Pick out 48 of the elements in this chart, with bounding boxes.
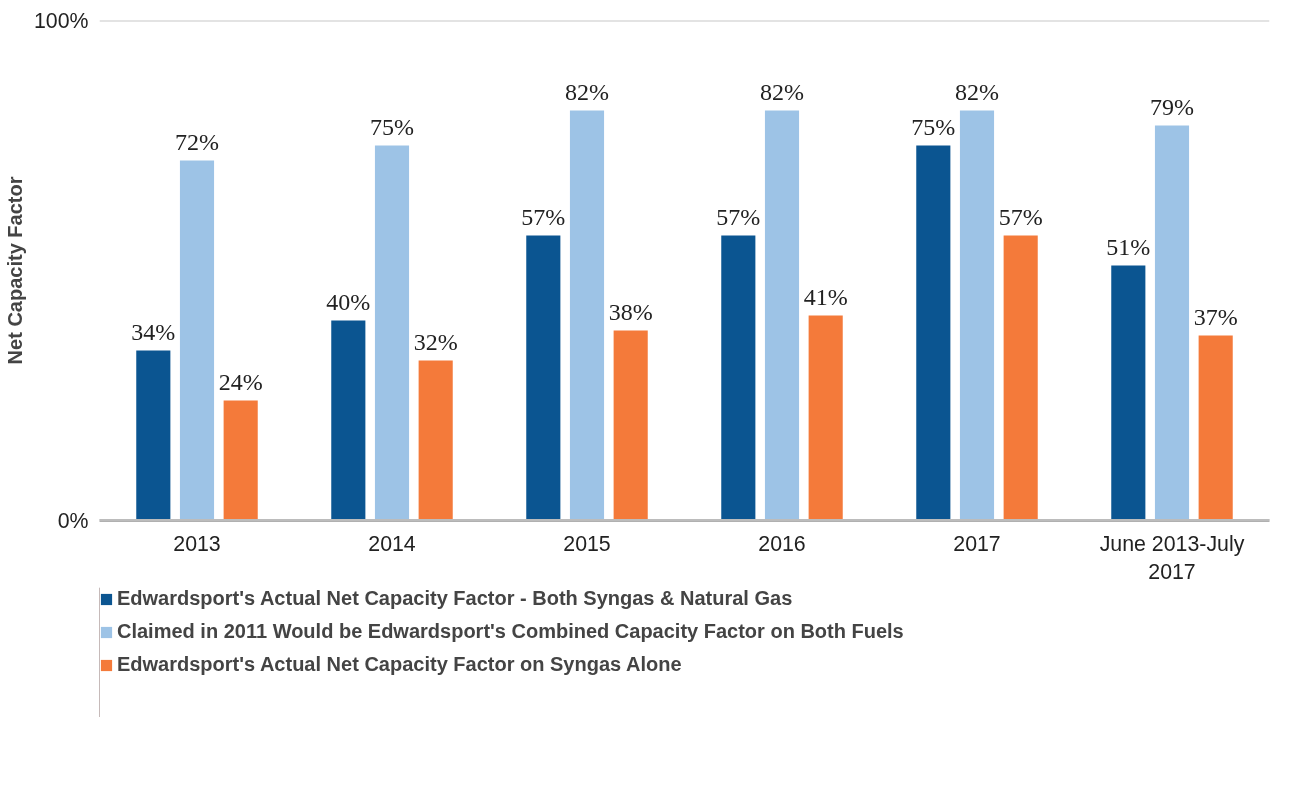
- bar: [613, 330, 648, 521]
- x-tick-label: 2016: [758, 531, 806, 556]
- data-label: 41%: [803, 283, 848, 310]
- data-label: 82%: [760, 78, 804, 105]
- data-label: 57%: [521, 203, 566, 230]
- data-label: 38%: [608, 298, 653, 325]
- bar: [721, 235, 756, 521]
- bar: [179, 160, 215, 521]
- bar: [331, 320, 366, 521]
- data-label: 79%: [1150, 93, 1194, 120]
- data-label: 40%: [326, 288, 371, 315]
- bar: [418, 360, 453, 521]
- bar: [916, 145, 951, 521]
- bar: [959, 110, 995, 521]
- data-label: 82%: [955, 78, 999, 105]
- data-label: 75%: [911, 113, 956, 140]
- x-tick-label: 2015: [563, 531, 611, 556]
- bar: [1154, 125, 1190, 521]
- data-label: 82%: [565, 78, 609, 105]
- y-tick-label: 0%: [57, 508, 89, 533]
- legend-label: Claimed in 2011 Would be Edwardsport's Combined Capacity Factor on Both Fuels: [117, 620, 904, 643]
- y-axis-title: Net Capacity Factor: [3, 176, 26, 365]
- data-label: 51%: [1106, 233, 1151, 260]
- data-label: 34%: [131, 318, 176, 345]
- bar: [223, 400, 258, 521]
- y-tick-label: 100%: [33, 8, 89, 33]
- x-tick-label: June 2013-July 2017: [1099, 531, 1245, 585]
- bar: [374, 145, 410, 521]
- x-tick-label: 2017: [953, 531, 1001, 556]
- data-label: 37%: [1193, 303, 1238, 330]
- data-label: 57%: [998, 203, 1043, 230]
- bar: [1003, 235, 1038, 521]
- bar: [808, 315, 843, 521]
- x-tick-label: 2014: [368, 531, 416, 556]
- legend-label: Edwardsport's Actual Net Capacity Factor on Syngas Alone: [117, 653, 682, 676]
- data-label: 75%: [370, 113, 414, 140]
- data-label: 24%: [218, 368, 263, 395]
- legend-label: Edwardsport's Actual Net Capacity Factor - Both Syngas & Natural Gas: [117, 587, 793, 610]
- data-label: 32%: [413, 328, 458, 355]
- bar: [1198, 335, 1233, 521]
- data-label: 57%: [716, 203, 761, 230]
- bar: [764, 110, 800, 521]
- x-tick-label: 2013: [173, 531, 221, 556]
- bar: [136, 350, 171, 521]
- bar: [569, 110, 605, 521]
- bar: [1111, 265, 1146, 521]
- bar: [526, 235, 561, 521]
- data-label: 72%: [175, 128, 219, 155]
